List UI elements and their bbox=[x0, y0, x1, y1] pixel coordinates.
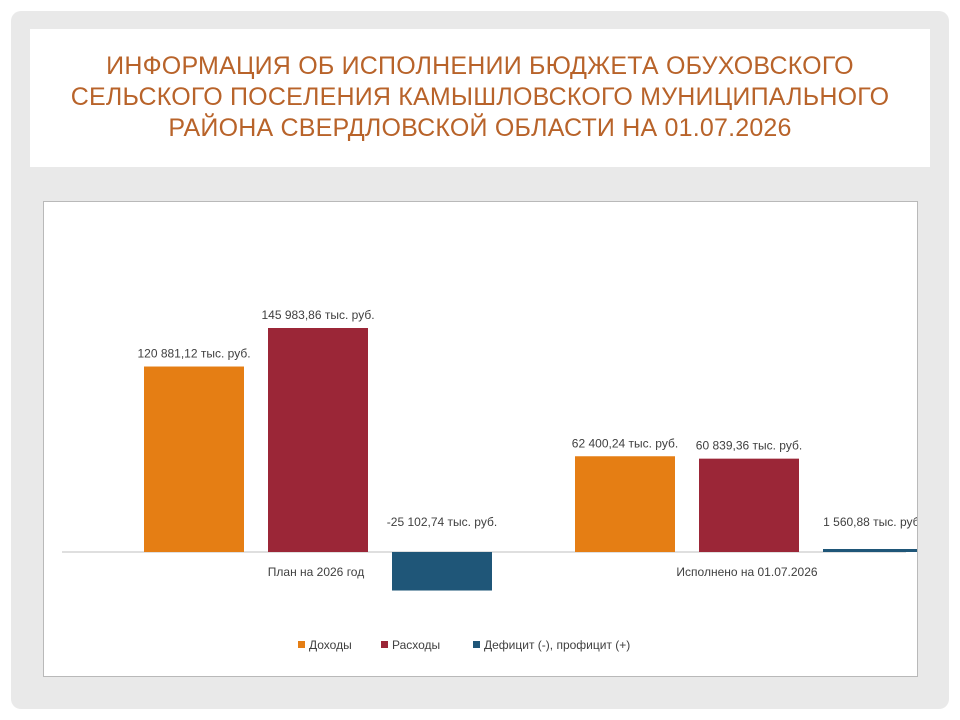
title-box: ИНФОРМАЦИЯ ОБ ИСПОЛНЕНИИ БЮДЖЕТА ОБУХОВС… bbox=[30, 29, 930, 167]
data-label: 120 881,12 тыс. руб. bbox=[137, 347, 250, 361]
legend-label: Дефицит (-), профицит (+) bbox=[484, 638, 630, 652]
category-label: План на 2026 год bbox=[268, 565, 364, 579]
legend-swatch-income bbox=[298, 641, 305, 648]
bar-income-actual bbox=[575, 456, 675, 552]
bar-income-plan bbox=[144, 366, 244, 552]
data-label: -25 102,74 тыс. руб. bbox=[387, 515, 497, 529]
legend-swatch-expense bbox=[381, 641, 388, 648]
legend-label: Расходы bbox=[392, 638, 440, 652]
legend-swatch-balance bbox=[473, 641, 480, 648]
title-line-3: РАЙОНА СВЕРДЛОВСКОЙ ОБЛАСТИ НА 01.07.202… bbox=[168, 114, 792, 142]
bar-expense-actual bbox=[699, 458, 799, 552]
bar-balance-actual bbox=[823, 549, 923, 552]
data-label: 62 400,24 тыс. руб. bbox=[572, 436, 678, 450]
chart-area: 120 881,12 тыс. руб. 62 400,24 тыс. руб. 1… bbox=[43, 201, 923, 677]
data-label: 145 983,86 тыс. руб. bbox=[261, 308, 374, 322]
bar-balance-plan bbox=[392, 552, 492, 591]
legend-label: Доходы bbox=[309, 638, 352, 652]
title-line-1: ИНФОРМАЦИЯ ОБ ИСПОЛНЕНИИ БЮДЖЕТА ОБУХОВС… bbox=[106, 52, 854, 80]
budget-bar-chart: 120 881,12 тыс. руб. 62 400,24 тыс. руб. 1… bbox=[62, 308, 923, 652]
category-label: Исполнено на 01.07.2026 bbox=[676, 565, 817, 579]
slide-title: ИНФОРМАЦИЯ ОБ ИСПОЛНЕНИИ БЮДЖЕТА ОБУХОВС… bbox=[30, 51, 930, 144]
data-label: 60 839,36 тыс. руб. bbox=[696, 439, 802, 453]
data-label: 1 560,88 тыс. руб. bbox=[823, 515, 917, 529]
bar-expense-plan bbox=[268, 328, 368, 552]
title-line-2: СЕЛЬСКОГО ПОСЕЛЕНИЯ КАМЫШЛОВСКОГО МУНИЦИ… bbox=[70, 83, 890, 111]
